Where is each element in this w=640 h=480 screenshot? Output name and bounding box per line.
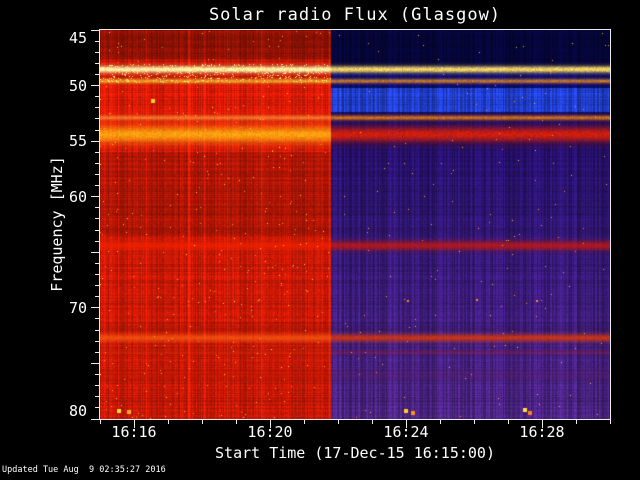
y-minor-tick [95, 285, 99, 287]
x-minor-tick [99, 420, 101, 424]
x-major-tick [541, 420, 543, 428]
x-minor-tick [167, 420, 169, 424]
x-minor-tick [507, 420, 509, 424]
y-tick-label: 50 [68, 76, 87, 95]
x-minor-tick [371, 420, 373, 424]
y-minor-tick [95, 340, 99, 342]
x-tick-label: 16:16 [111, 423, 157, 441]
y-minor-tick [95, 218, 99, 220]
x-axis-label: Start Time (17-Dec-15 16:15:00) [215, 444, 495, 462]
chart-title: Solar radio Flux (Glasgow) [208, 5, 502, 25]
x-tick-label: 16:20 [247, 423, 293, 441]
y-major-tick [91, 251, 99, 253]
y-minor-tick [95, 374, 99, 376]
axes-layer [91, 29, 611, 428]
x-minor-tick [235, 420, 237, 424]
y-minor-tick [95, 173, 99, 175]
y-major-tick [91, 140, 99, 142]
x-minor-tick [337, 420, 339, 424]
y-minor-tick [95, 118, 99, 120]
y-minor-tick [95, 73, 99, 75]
y-tick-label: 55 [68, 132, 87, 151]
y-minor-tick [95, 51, 99, 53]
y-minor-tick [95, 207, 99, 209]
y-minor-tick [95, 318, 99, 320]
y-major-tick [91, 418, 99, 420]
y-tick-label: 80 [68, 402, 87, 420]
y-major-tick [91, 362, 99, 364]
updated-timestamp: Updated Tue Aug 9 02:35:27 2016 [2, 465, 166, 475]
y-minor-tick [95, 129, 99, 131]
y-minor-tick [95, 107, 99, 109]
y-tick-label: 45 [68, 29, 87, 47]
x-tick-labels: 16:16 16:20 16:24 16:28 [100, 423, 610, 441]
x-minor-tick [473, 420, 475, 424]
y-minor-tick [95, 151, 99, 153]
y-minor-tick [95, 40, 99, 42]
x-tick-label: 16:28 [519, 423, 565, 441]
y-minor-tick [95, 185, 99, 187]
y-minor-tick [95, 329, 99, 331]
y-minor-tick [95, 385, 99, 387]
y-minor-tick [95, 274, 99, 275]
x-minor-tick [609, 420, 611, 424]
y-minor-tick [95, 296, 99, 298]
y-tick-labels: 45 50 55 60 70 80 [0, 30, 89, 419]
y-tick-label: 70 [68, 298, 87, 317]
y-minor-tick [95, 262, 99, 264]
y-tick-label: 60 [68, 187, 87, 206]
y-minor-tick [95, 351, 99, 353]
plot-area [91, 29, 611, 428]
y-minor-tick [95, 396, 99, 398]
x-minor-tick [439, 420, 441, 424]
y-major-tick [91, 85, 99, 87]
x-minor-tick [575, 420, 577, 424]
y-minor-tick [95, 240, 99, 242]
y-minor-tick [95, 96, 99, 98]
x-major-tick [405, 420, 407, 428]
y-major-tick [91, 29, 99, 31]
y-minor-tick [95, 162, 99, 164]
y-major-tick [91, 307, 99, 309]
spectrogram-canvas [100, 30, 610, 419]
x-major-tick [269, 420, 271, 428]
y-minor-tick [95, 407, 99, 409]
x-major-tick [133, 420, 135, 428]
x-tick-label: 16:24 [383, 423, 429, 441]
y-minor-tick [95, 62, 99, 64]
y-major-tick [91, 196, 99, 198]
y-minor-tick [95, 229, 99, 231]
x-minor-tick [201, 420, 203, 424]
x-minor-tick [303, 420, 305, 424]
